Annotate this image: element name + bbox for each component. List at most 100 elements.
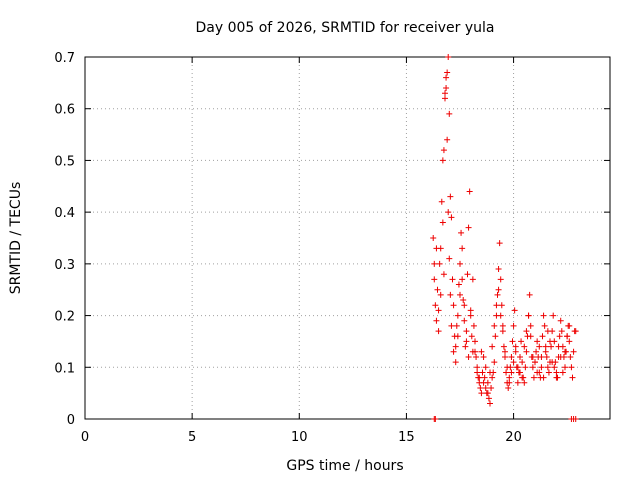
data-point <box>466 188 473 195</box>
data-point <box>523 348 530 355</box>
data-point <box>455 281 462 288</box>
y-tick-label: 0.5 <box>54 154 75 169</box>
data-point <box>449 276 456 283</box>
data-point <box>538 353 545 360</box>
y-tick-label: 0.6 <box>54 103 75 118</box>
data-point <box>498 302 505 309</box>
data-point <box>472 338 478 345</box>
data-point <box>532 359 538 366</box>
data-point <box>497 312 504 319</box>
data-point <box>509 338 516 345</box>
data-point <box>533 348 540 355</box>
data-point <box>480 353 487 360</box>
data-point <box>459 276 466 283</box>
data-point <box>457 291 463 298</box>
data-point <box>510 322 517 329</box>
data-point <box>557 353 564 360</box>
data-point <box>521 343 528 350</box>
data-point <box>529 364 536 371</box>
data-point <box>489 343 496 350</box>
data-point <box>467 312 474 319</box>
y-tick-label: 0 <box>67 413 75 428</box>
data-point <box>517 369 523 376</box>
data-point <box>469 276 476 283</box>
data-point <box>536 343 543 350</box>
x-tick-label: 0 <box>81 430 89 445</box>
data-point <box>452 359 459 366</box>
data-point <box>442 95 448 102</box>
data-point <box>434 286 441 293</box>
y-tick-label: 0.7 <box>54 51 75 66</box>
data-point <box>567 353 574 360</box>
data-point <box>435 328 442 335</box>
data-point <box>549 359 556 366</box>
data-point <box>474 369 481 376</box>
x-tick-label: 15 <box>398 430 415 445</box>
data-point <box>499 328 506 335</box>
data-point <box>555 343 562 350</box>
data-point <box>527 333 534 340</box>
data-point <box>443 74 450 81</box>
data-point <box>443 85 450 92</box>
data-point <box>508 369 515 376</box>
data-point <box>436 260 443 267</box>
data-point <box>444 136 451 143</box>
y-tick-label: 0.4 <box>54 206 75 221</box>
data-point <box>540 312 547 319</box>
data-point <box>453 322 460 329</box>
data-point <box>465 353 472 360</box>
data-point <box>468 333 475 340</box>
data-point <box>476 374 483 381</box>
data-point <box>511 307 518 314</box>
data-point <box>504 364 511 371</box>
data-point <box>525 312 532 319</box>
data-point <box>491 359 498 366</box>
x-axis-label: GPS time / hours <box>286 458 403 474</box>
data-point <box>447 291 454 298</box>
data-point <box>473 353 480 360</box>
data-point <box>464 271 471 278</box>
data-point <box>454 312 461 319</box>
data-point <box>519 359 526 366</box>
data-point <box>430 235 437 241</box>
x-tick-label: 20 <box>505 430 522 445</box>
data-point <box>454 333 461 340</box>
data-point <box>463 338 470 345</box>
data-point <box>542 348 549 355</box>
data-point <box>479 369 486 376</box>
data-point <box>484 390 491 397</box>
data-point <box>459 245 466 252</box>
data-point <box>557 317 564 324</box>
data-point <box>446 110 453 117</box>
data-point <box>433 317 440 324</box>
data-point <box>544 328 551 335</box>
data-point <box>450 302 457 309</box>
y-axis-label: SRMTID / TECUs <box>8 182 24 295</box>
data-point <box>460 297 467 304</box>
chart-title: Day 005 of 2026, SRMTID for receiver yul… <box>195 20 494 36</box>
y-tick-label: 0.1 <box>54 361 75 376</box>
data-point <box>440 147 447 154</box>
data-point <box>491 322 498 329</box>
data-point <box>457 260 463 267</box>
data-point <box>442 90 448 97</box>
data-point <box>559 369 566 376</box>
data-point <box>517 353 523 360</box>
x-tick-label: 10 <box>291 430 308 445</box>
data-point <box>556 333 563 340</box>
data-point <box>544 364 551 371</box>
data-point <box>448 214 455 221</box>
data-point <box>465 224 472 231</box>
data-point <box>493 302 500 309</box>
data-point <box>433 245 440 252</box>
data-point <box>530 374 537 381</box>
data-point <box>522 364 529 371</box>
data-point <box>499 322 506 329</box>
data-point <box>478 348 485 355</box>
data-point <box>518 338 525 345</box>
data-point <box>482 384 489 391</box>
data-point <box>512 348 519 355</box>
data-point <box>488 384 495 391</box>
data-point <box>495 286 502 293</box>
data-point <box>562 348 568 355</box>
